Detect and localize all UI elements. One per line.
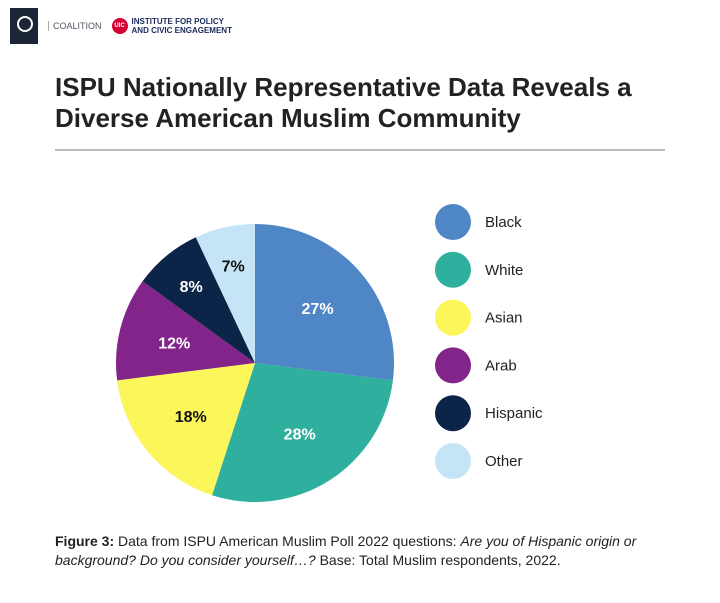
legend-label: Black [485,214,522,231]
page-title: ISPU Nationally Representative Data Reve… [55,72,632,133]
legend-label: Arab [485,357,517,374]
legend-swatch [435,347,471,384]
legend-label: White [485,262,523,279]
pie-slice-hispanic [142,237,255,363]
pie-slice-asian [117,363,255,496]
legend-swatch [435,204,471,240]
logos: COALITION UIC INSTITUTE FOR POLICY AND CI… [10,8,232,44]
legend-label: Asian [485,310,523,327]
legend-label: Hispanic [485,405,543,422]
legend-swatch [435,299,471,336]
pie-slice-other [195,224,255,363]
pie-slice-white [212,363,393,503]
legend-swatch [435,251,471,288]
figure-caption: Figure 3: Data from ISPU American Muslim… [55,533,637,568]
slice-label: 27% [302,301,334,318]
slice-label: 7% [222,258,245,275]
slice-label: 18% [175,409,207,426]
legend-swatch [435,443,471,479]
divider [55,149,665,151]
coalition-logo: COALITION [48,21,102,31]
uic-logo: UIC INSTITUTE FOR POLICY AND CIVIC ENGAGE… [111,17,232,35]
legend-label: Other [485,453,523,470]
pie-slice-black [255,224,394,381]
legend-swatch [435,395,471,432]
pie-slice-arab [116,281,255,381]
slice-label: 8% [180,279,203,296]
ispu-logo [10,8,38,44]
slice-label: 28% [284,426,316,443]
slice-label: 12% [158,335,190,352]
